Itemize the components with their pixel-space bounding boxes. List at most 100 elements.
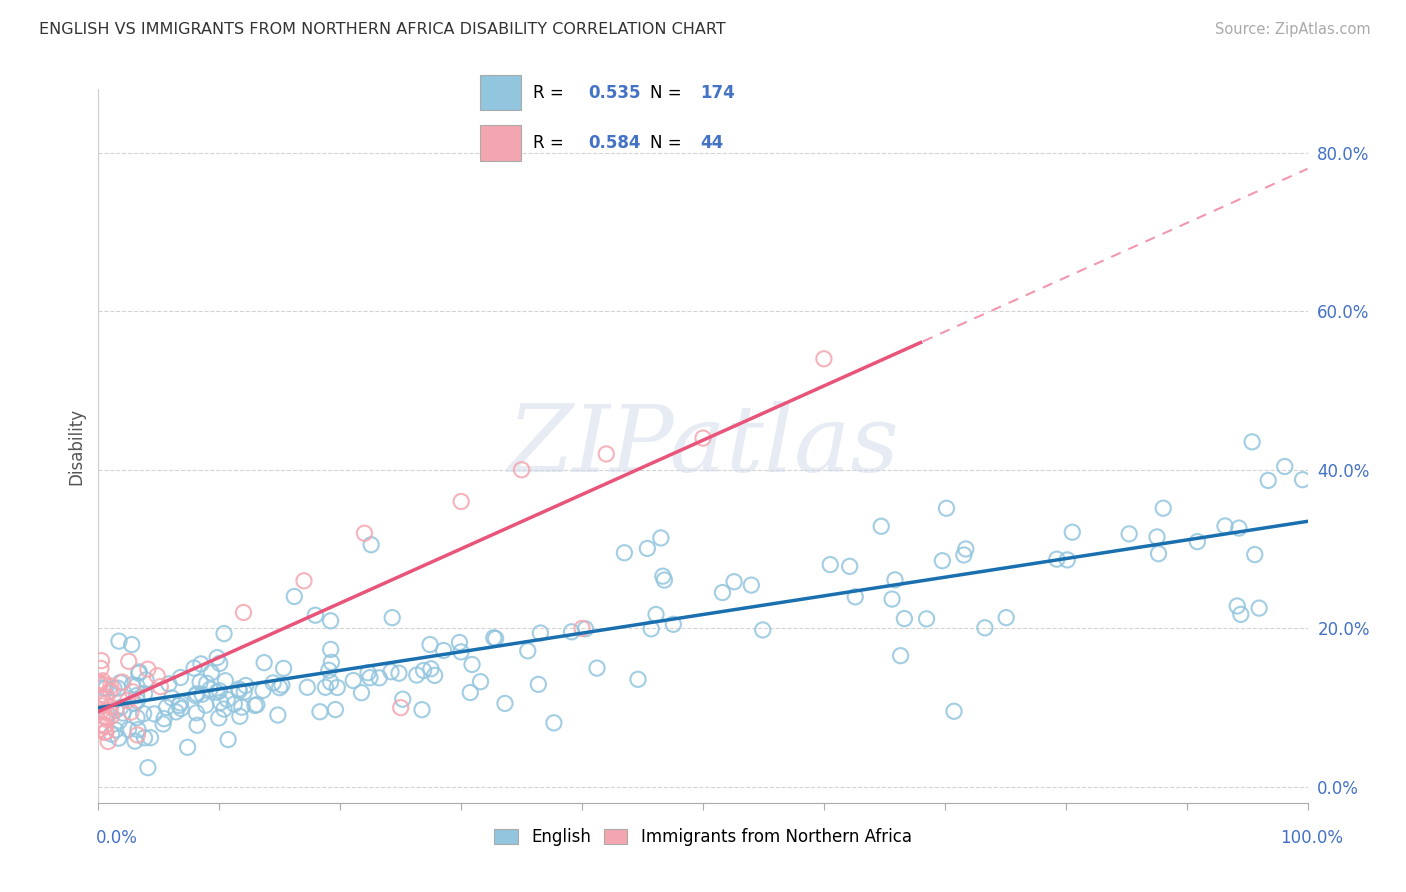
Point xyxy=(973,621,995,635)
Point xyxy=(510,463,533,477)
Point xyxy=(108,714,131,728)
Point xyxy=(420,662,443,676)
Point xyxy=(228,683,250,698)
Point xyxy=(90,661,112,675)
Point xyxy=(389,700,412,714)
Point xyxy=(91,703,114,717)
Point xyxy=(613,546,636,560)
Point xyxy=(111,675,134,690)
Point xyxy=(100,679,122,693)
Point xyxy=(93,705,115,719)
Point xyxy=(419,638,441,652)
Point xyxy=(87,675,110,690)
Point xyxy=(252,683,274,698)
Point xyxy=(128,666,150,681)
Point xyxy=(1241,434,1264,449)
Point xyxy=(134,731,156,745)
Point xyxy=(125,710,148,724)
Point xyxy=(516,644,538,658)
Point xyxy=(121,678,143,692)
Point xyxy=(212,626,235,640)
Point xyxy=(461,657,484,672)
Point xyxy=(98,684,121,698)
Point xyxy=(194,698,217,713)
Point xyxy=(391,692,413,706)
Point xyxy=(100,699,122,714)
Point xyxy=(90,698,112,713)
Point xyxy=(1227,521,1250,535)
Point xyxy=(208,711,231,725)
Point xyxy=(110,675,132,690)
Point xyxy=(1213,519,1236,533)
Bar xyxy=(481,75,520,111)
Point xyxy=(134,687,156,701)
Point xyxy=(1152,501,1174,516)
Point xyxy=(915,612,938,626)
Point xyxy=(450,645,472,659)
Point xyxy=(104,703,127,717)
Point xyxy=(235,679,257,693)
Point xyxy=(1146,530,1168,544)
Point xyxy=(127,723,149,737)
Point xyxy=(205,650,228,665)
Point xyxy=(208,683,231,698)
Point xyxy=(100,709,122,723)
Point xyxy=(198,682,221,697)
Point xyxy=(411,703,433,717)
Point xyxy=(94,681,117,696)
Point xyxy=(212,702,235,716)
Point xyxy=(124,697,146,711)
Point xyxy=(188,675,211,690)
Point xyxy=(128,665,150,679)
Point xyxy=(125,689,148,703)
Point xyxy=(118,654,141,668)
Point xyxy=(283,590,305,604)
Point xyxy=(645,607,668,622)
Point xyxy=(96,710,118,724)
Point xyxy=(935,501,957,516)
Point xyxy=(233,685,256,699)
Point xyxy=(1187,534,1209,549)
Point xyxy=(108,634,131,648)
Point xyxy=(135,673,157,687)
Text: N =: N = xyxy=(651,134,688,152)
Point xyxy=(368,671,391,685)
Point xyxy=(217,692,239,706)
Point xyxy=(870,519,893,533)
Point xyxy=(90,654,112,668)
Point xyxy=(170,701,193,715)
Point xyxy=(636,541,658,556)
Bar xyxy=(481,125,520,161)
Point xyxy=(650,531,672,545)
Point xyxy=(309,705,332,719)
Point xyxy=(450,494,472,508)
Point xyxy=(890,648,912,663)
Point xyxy=(200,665,222,680)
Point xyxy=(1230,607,1253,622)
Point xyxy=(94,678,117,692)
Point xyxy=(943,704,966,718)
Point xyxy=(209,696,232,710)
Point xyxy=(1274,459,1296,474)
Point xyxy=(155,700,177,714)
Point xyxy=(111,706,134,720)
Point xyxy=(1226,599,1249,613)
Point xyxy=(117,693,139,707)
Text: ZIPatlas: ZIPatlas xyxy=(508,401,898,491)
Point xyxy=(319,675,342,690)
Point xyxy=(270,678,292,692)
Point xyxy=(640,622,662,636)
Point xyxy=(191,687,214,701)
Point xyxy=(104,723,127,737)
Point xyxy=(176,740,198,755)
Text: 0.584: 0.584 xyxy=(589,134,641,152)
Point xyxy=(543,715,565,730)
Point xyxy=(955,541,977,556)
Point xyxy=(1056,553,1078,567)
Point xyxy=(229,709,252,723)
Point xyxy=(136,662,159,676)
Point xyxy=(1046,552,1069,566)
Point xyxy=(931,554,953,568)
Point xyxy=(740,578,762,592)
Point xyxy=(1291,473,1313,487)
